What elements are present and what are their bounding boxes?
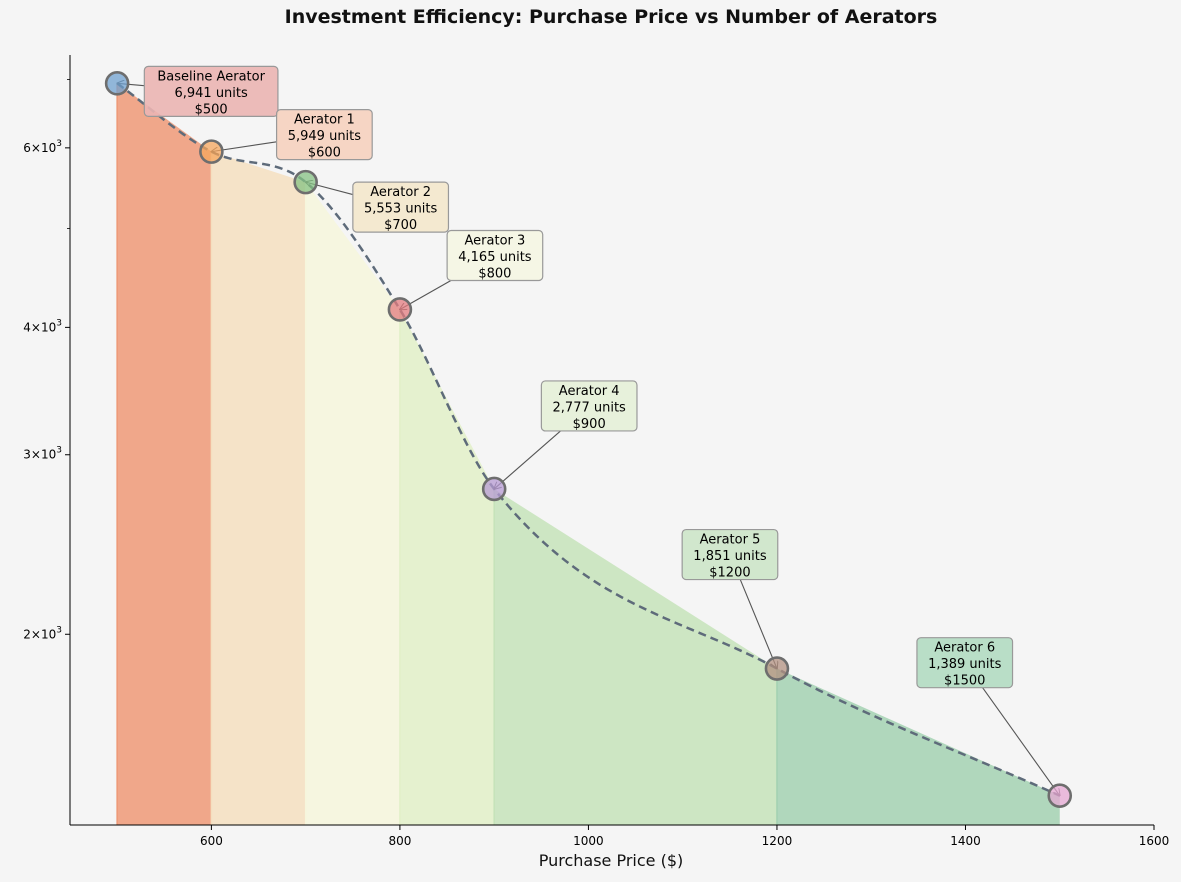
annotation-arrow-6 (982, 687, 1060, 796)
x-tick-label-1000: 1000 (573, 834, 604, 848)
x-axis-label: Purchase Price ($) (538, 851, 684, 870)
annotation-name-0: Baseline Aerator (157, 69, 265, 84)
chart-title: Investment Efficiency: Purchase Price vs… (284, 6, 938, 28)
data-point-0 (104, 71, 130, 96)
annotation-price-5: $1200 (709, 566, 750, 581)
annotation-box-0 (143, 65, 279, 117)
area-segment-0 (117, 83, 212, 825)
x-tick-label-1200: 1200 (762, 834, 793, 848)
x-tick-label-600: 600 (200, 834, 223, 848)
annotation-price-3: $800 (478, 266, 511, 281)
y-tick-label-2000: 2×103 (23, 625, 62, 641)
annotation-box-2 (352, 181, 450, 233)
area-segment-2 (305, 182, 400, 825)
annotation-name-2: Aerator 2 (370, 185, 431, 200)
annotation-price-1: $600 (308, 146, 341, 161)
data-point-5 (764, 656, 790, 681)
area-segment-3 (399, 309, 495, 826)
area-segment-1 (211, 151, 306, 826)
data-point-2 (293, 169, 318, 195)
data-point-6 (1047, 783, 1073, 808)
annotation-box-3 (446, 229, 544, 282)
annotation-box-4 (540, 380, 638, 432)
annotation-arrow-5 (739, 579, 777, 669)
annotation-units-0: 6,941 units (174, 86, 248, 101)
annotation-name-5: Aerator 5 (700, 533, 761, 548)
data-point-3 (387, 297, 413, 322)
annotation-price-0: $500 (195, 102, 228, 117)
annotation-name-6: Aerator 6 (934, 641, 995, 656)
annotation-units-1: 5,949 units (288, 129, 362, 144)
annotation-units-2: 5,553 units (364, 202, 438, 217)
x-tick-label-1400: 1400 (950, 834, 981, 848)
axes: 600 800 1000 1200 1400 1600 2×103 3×103 4×103 6×1… (23, 55, 1169, 848)
annotations: Baseline Aerator 6,941 units$500 Aerator 1… (117, 65, 1060, 796)
annotation-name-1: Aerator 1 (294, 113, 355, 128)
annotation-units-6: 1,389 units (928, 657, 1002, 672)
y-tick-label-4000: 4×103 (23, 318, 62, 334)
annotation-units-5: 1,851 units (693, 549, 767, 564)
annotation-box-6 (916, 637, 1014, 689)
area-segment-5 (776, 668, 1060, 825)
x-tick-label-800: 800 (388, 834, 411, 848)
annotation-box-5 (681, 528, 779, 581)
annotation-name-3: Aerator 3 (465, 233, 526, 248)
area-fills (116, 83, 1060, 826)
data-point-4 (481, 476, 507, 502)
annotation-price-2: $700 (384, 218, 417, 233)
annotation-box-1 (275, 109, 373, 161)
data-markers (104, 71, 1073, 808)
area-segment-4 (494, 488, 777, 825)
annotation-price-4: $900 (573, 417, 606, 432)
data-point-1 (199, 139, 224, 164)
annotation-name-4: Aerator 4 (559, 384, 620, 399)
x-tick-label-1600: 1600 (1139, 834, 1170, 848)
annotation-price-6: $1500 (944, 674, 985, 689)
annotation-units-3: 4,165 units (458, 250, 532, 265)
y-tick-label-3000: 3×103 (23, 446, 62, 462)
y-tick-label-6000: 6×103 (23, 139, 62, 155)
annotation-units-4: 2,777 units (553, 400, 627, 415)
annotation-arrow-4 (494, 430, 561, 489)
